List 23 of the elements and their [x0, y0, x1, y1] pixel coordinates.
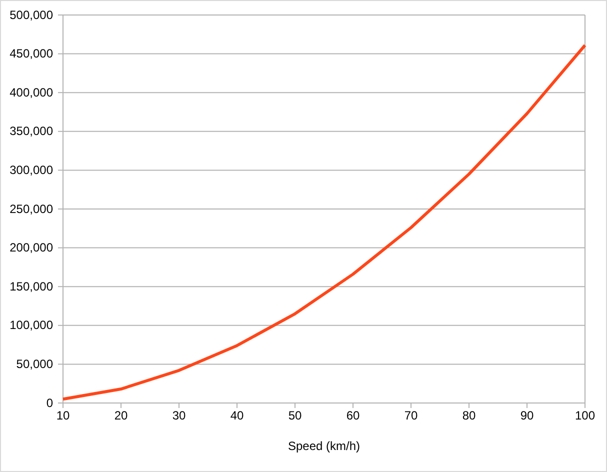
x-tick-label: 30: [172, 408, 186, 423]
x-tick-label: 10: [56, 408, 70, 423]
x-tick-label: 60: [346, 408, 360, 423]
x-tick-label: 90: [520, 408, 534, 423]
y-tick-label: 0: [46, 396, 54, 410]
y-tick-label: 400,000: [10, 85, 54, 100]
y-tick-label: 250,000: [10, 202, 54, 216]
y-tick-label: 350,000: [10, 124, 54, 138]
y-tick-label: 150,000: [10, 279, 54, 294]
x-axis-title: Speed (km/h): [288, 439, 360, 453]
y-tick-label: 50,000: [16, 357, 54, 372]
x-tick-label: 50: [288, 408, 302, 423]
y-tick-label: 450,000: [10, 46, 54, 61]
y-tick-label: 200,000: [10, 240, 54, 255]
x-tick-label: 20: [114, 408, 128, 423]
x-tick-label: 100: [574, 408, 596, 423]
x-tick-label: 80: [462, 408, 476, 423]
line-series: [62, 44, 586, 401]
x-tick-label: 70: [404, 408, 418, 423]
y-tick-label: 300,000: [10, 163, 54, 178]
y-tick-label: 500,000: [10, 8, 54, 22]
y-tick-label: 100,000: [10, 318, 54, 332]
x-tick-label: 40: [230, 408, 244, 423]
